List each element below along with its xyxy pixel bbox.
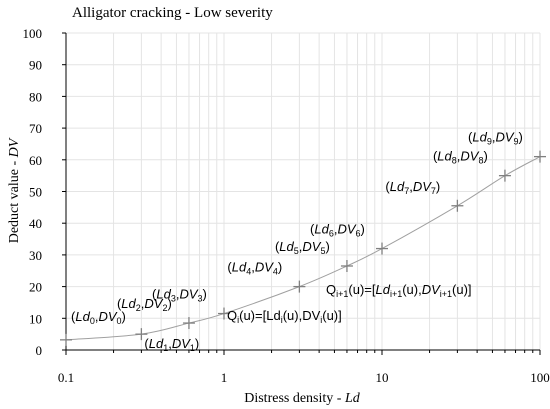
point-labels-layer: (Ld0,DV0) (Ld1,DV1) (Ld2,DV2)(Ld3,DV3) (Ld4… bbox=[71, 130, 523, 354]
point-label: (Ld0,DV0) bbox=[71, 309, 126, 326]
point-label: (Ld6,DV6) bbox=[310, 222, 365, 239]
chart-title: Alligator cracking - Low severity bbox=[72, 5, 273, 21]
data-point bbox=[498, 169, 511, 182]
data-point bbox=[218, 307, 230, 320]
y-tick-label: 70 bbox=[29, 121, 42, 136]
y-tick-label: 0 bbox=[36, 343, 43, 358]
y-tick-label: 20 bbox=[29, 280, 42, 295]
data-point bbox=[135, 328, 148, 341]
markers-layer bbox=[60, 150, 546, 346]
y-axis-label: Deduct value - DV bbox=[7, 137, 22, 243]
point-label: (Ld3,DV3) bbox=[152, 287, 207, 304]
point-label: (Ld9,DV9) bbox=[468, 130, 523, 147]
data-point bbox=[293, 280, 306, 293]
point-label: (Ld1,DV1) bbox=[144, 336, 199, 353]
x-tick-label: 1 bbox=[221, 370, 228, 385]
y-tick-label: 60 bbox=[29, 153, 42, 168]
x-tick-label: 100 bbox=[530, 370, 550, 385]
curve-layer bbox=[65, 156, 541, 341]
annotation-q-i: Qi(u)=[Ldi(u),DVi(u)] bbox=[227, 308, 342, 325]
y-tick-label: 90 bbox=[29, 58, 42, 73]
data-point bbox=[451, 199, 464, 212]
data-point bbox=[182, 317, 195, 330]
point-label: (Ld8,DV8) bbox=[433, 149, 488, 166]
data-point bbox=[534, 150, 546, 163]
y-tick-label: 30 bbox=[29, 248, 42, 263]
data-point bbox=[340, 259, 353, 272]
x-axis-label: Distress density - Ld bbox=[244, 391, 361, 406]
annotation-q-i-plus-1: Qi+1(u)=[Ldi+1(u),DVi+1(u)] bbox=[326, 282, 472, 299]
point-label: (Ld2,DV2) bbox=[117, 296, 172, 313]
data-point bbox=[60, 333, 72, 346]
y-tick-label: 10 bbox=[29, 311, 42, 326]
data-point bbox=[376, 242, 388, 255]
point-label: (Ld5,DV5) bbox=[275, 239, 330, 256]
x-tick-label: 0.1 bbox=[58, 370, 74, 385]
axes: 0.1 1 10 100 0 10 20 30 40 50 60 70 80 90 100 bbox=[23, 26, 550, 385]
y-tick-label: 100 bbox=[23, 26, 43, 41]
y-tick-label: 40 bbox=[29, 216, 42, 231]
point-label: (Ld4,DV4) bbox=[227, 260, 282, 277]
x-tick-label: 10 bbox=[376, 370, 389, 385]
series-line bbox=[65, 156, 541, 341]
y-tick-label: 80 bbox=[29, 89, 42, 104]
point-label: (Ld7,DV7) bbox=[385, 179, 440, 196]
y-tick-label: 50 bbox=[29, 185, 42, 200]
